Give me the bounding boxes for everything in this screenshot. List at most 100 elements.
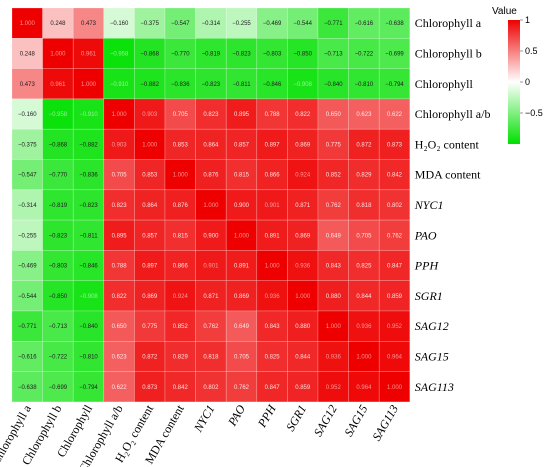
- cell-value-label: 0.705: [112, 173, 128, 179]
- cell-value-label: 0.880: [326, 294, 342, 300]
- heatmap-cell: [72, 371, 105, 403]
- cell-value-label: 0.952: [387, 324, 403, 330]
- heatmap-cell: [42, 7, 74, 39]
- legend-tick-label: 0: [525, 77, 530, 87]
- cell-value-label: 0.822: [295, 112, 311, 118]
- cell-value-label: −0.616: [18, 354, 37, 360]
- cell-value-label: 0.876: [173, 203, 189, 209]
- cell-value-label: 0.829: [356, 173, 372, 179]
- heatmap-cell: [378, 250, 411, 281]
- column-label: NYC1: [191, 402, 218, 435]
- heatmap-cell: [164, 98, 196, 130]
- cell-value-label: −0.836: [79, 173, 98, 179]
- cell-value-label: −0.811: [232, 82, 251, 88]
- cell-value-label: −0.160: [110, 21, 129, 27]
- row-label: SAG12: [415, 319, 449, 333]
- cell-value-label: −0.910: [110, 82, 129, 88]
- heatmap-cell: [378, 340, 411, 372]
- heatmap-cell: [317, 159, 349, 191]
- heatmap-cell: [195, 159, 227, 191]
- cell-value-label: 0.864: [203, 142, 219, 148]
- cell-value-label: −0.823: [79, 203, 98, 209]
- cell-value-label: 0.802: [387, 203, 403, 209]
- heatmap-cell: [164, 219, 196, 251]
- cell-value-label: 0.705: [234, 354, 250, 360]
- cell-value-label: 0.847: [265, 385, 281, 391]
- cell-value-label: −0.819: [49, 203, 68, 209]
- cell-value-label: −0.803: [263, 51, 282, 57]
- heatmap-cell: [378, 189, 411, 221]
- cell-value-label: 0.891: [234, 264, 250, 270]
- heatmap-cell: [256, 250, 288, 281]
- heatmap-cell: [378, 37, 411, 69]
- cell-value-label: −0.794: [79, 385, 98, 391]
- cell-value-label: −0.823: [232, 51, 251, 57]
- cell-value-label: 0.964: [356, 385, 372, 391]
- cell-value-label: 1.000: [234, 233, 250, 239]
- row-label: PAO: [414, 228, 437, 242]
- heatmap-cell: [11, 128, 43, 160]
- cell-value-label: 0.871: [203, 294, 219, 300]
- heatmap-cell: [348, 68, 380, 100]
- heatmap-cell: [225, 371, 258, 403]
- heatmap-cell: [134, 189, 166, 221]
- cell-value-label: −0.638: [385, 21, 404, 27]
- cell-value-label: −0.160: [18, 112, 37, 118]
- heatmap-cell: [256, 310, 288, 342]
- heatmap-cell: [164, 250, 196, 281]
- cell-value-label: 1.000: [295, 294, 311, 300]
- legend-title: Value: [492, 6, 517, 17]
- cell-value-label: 1.000: [81, 82, 97, 88]
- legend-tick-label: 1: [525, 15, 530, 25]
- cell-value-label: −0.375: [18, 142, 37, 148]
- heatmap-cell: [287, 37, 319, 69]
- cell-value-label: 1.000: [203, 203, 219, 209]
- cell-value-label: −0.544: [18, 294, 37, 300]
- cell-value-label: −0.803: [49, 264, 68, 270]
- heatmap-cell: [103, 340, 135, 372]
- cell-value-label: 0.901: [265, 203, 281, 209]
- heatmap-cell: [256, 189, 288, 221]
- cell-value-label: 0.961: [50, 82, 66, 88]
- cell-value-label: 0.818: [203, 354, 219, 360]
- cell-value-label: 0.622: [112, 385, 128, 391]
- heatmap-cell: [11, 310, 43, 342]
- cell-value-label: 0.649: [234, 324, 250, 330]
- row-label: SGR1: [415, 289, 443, 303]
- cell-value-label: 0.622: [387, 112, 403, 118]
- cell-value-label: 0.649: [326, 233, 342, 239]
- heatmap-cell: [195, 280, 227, 312]
- cell-value-label: −0.910: [79, 112, 98, 118]
- cell-value-label: −0.836: [171, 82, 190, 88]
- cell-value-label: 0.924: [295, 173, 311, 179]
- row-label: PPH: [414, 259, 440, 273]
- heatmap-cell: [42, 159, 74, 191]
- cell-value-label: −0.868: [49, 142, 68, 148]
- heatmap-cell: [378, 68, 411, 100]
- cell-value-label: 0.705: [173, 112, 189, 118]
- heatmap-cell: [256, 280, 288, 312]
- heatmap-cell: [11, 98, 43, 130]
- cell-value-label: 0.788: [112, 264, 128, 270]
- cell-value-label: −0.699: [49, 385, 68, 391]
- cell-value-label: 1.000: [387, 385, 403, 391]
- heatmap-cell: [256, 37, 288, 69]
- cell-value-label: 0.880: [295, 324, 311, 330]
- cell-value-label: 1.000: [20, 21, 36, 27]
- heatmap-cell: [103, 219, 135, 251]
- cell-value-label: 1.000: [112, 112, 128, 118]
- heatmap-cell: [348, 340, 380, 372]
- heatmap-cell: [225, 7, 258, 39]
- legend-tick-label: −0.5: [525, 108, 543, 118]
- heatmap-cell: [42, 340, 74, 372]
- cell-value-label: −0.958: [49, 112, 68, 118]
- heatmap-cell: [103, 189, 135, 221]
- heatmap-cell: [348, 250, 380, 281]
- cell-value-label: 0.623: [112, 354, 128, 360]
- cell-value-label: 0.822: [112, 294, 128, 300]
- heatmap-cell: [256, 98, 288, 130]
- heatmap-cell: [72, 7, 105, 39]
- heatmap-cell: [42, 68, 74, 100]
